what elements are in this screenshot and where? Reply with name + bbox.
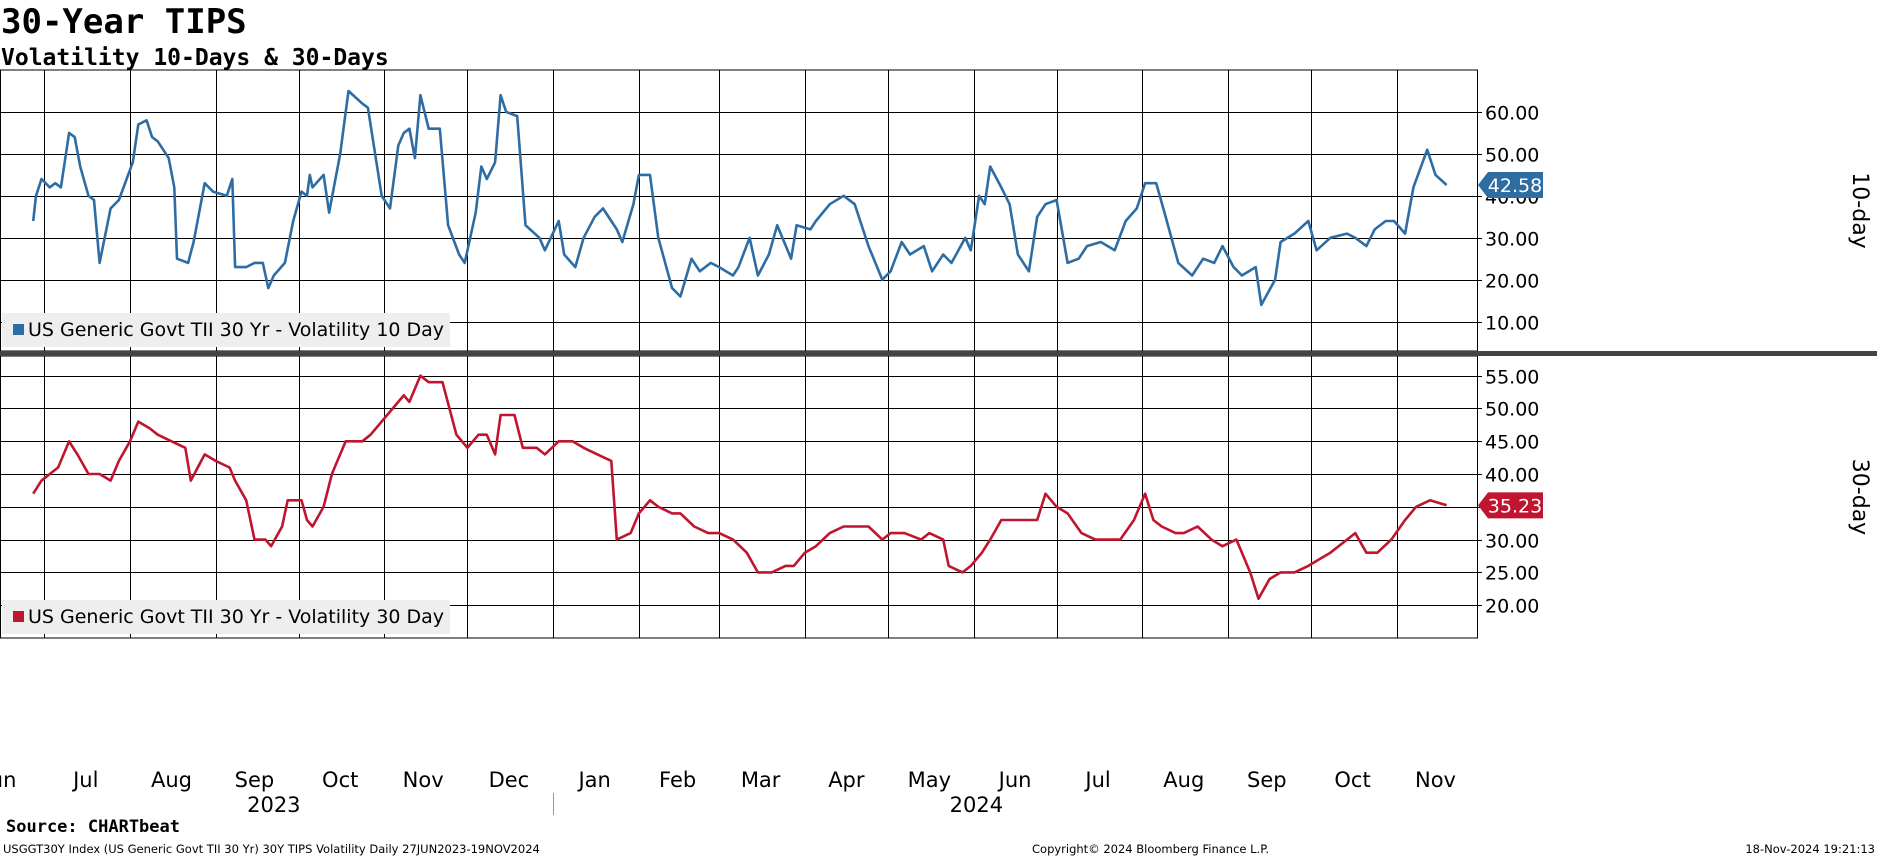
footer-timestamp: 18-Nov-2024 19:21:13 <box>1745 842 1875 856</box>
panel-divider-extension <box>1477 351 1877 356</box>
panel-axis-label: 30-day <box>1847 459 1872 535</box>
series-line <box>31 89 1448 307</box>
x-month-label: Sep <box>235 768 275 792</box>
panel-axis-label: 10-day <box>1847 172 1872 248</box>
chart-title: 30-Year TIPS <box>1 2 247 42</box>
y-tick-label: 50.00 <box>1485 399 1539 421</box>
x-year-label: 2023 <box>247 793 300 817</box>
y-tick-label: 20.00 <box>1485 596 1539 618</box>
plot-frame <box>0 355 1478 639</box>
legend-swatch <box>13 611 24 622</box>
x-month-label: Nov <box>1415 768 1456 792</box>
x-month-label: Feb <box>659 768 696 792</box>
panel-2: 20.0025.0030.0035.0040.0045.0050.0055.00… <box>0 355 1872 639</box>
x-month-label: Sep <box>1247 768 1287 792</box>
x-month-label: Mar <box>741 768 781 792</box>
series-line <box>32 374 1447 600</box>
x-month-label: Aug <box>1163 768 1204 792</box>
x-axis: Jun Jul Aug Sep Oct Nov Dec Jan Feb Mar Apr May Jun J… <box>0 768 1456 817</box>
footer-copyright: Copyright© 2024 Bloomberg Finance L.P. <box>1032 842 1269 856</box>
x-month-label: Jun <box>0 768 16 792</box>
x-month-label: Apr <box>828 768 865 792</box>
footer-series-description: USGGT30Y Index (US Generic Govt TII 30 Y… <box>3 842 540 856</box>
x-month-label: Jun <box>997 768 1032 792</box>
y-tick-label: 25.00 <box>1485 563 1539 585</box>
legend-swatch <box>13 324 24 335</box>
x-year-label: 2024 <box>950 793 1003 817</box>
x-month-label: Jul <box>1083 768 1110 792</box>
y-tick-label: 30.00 <box>1485 531 1539 553</box>
legend-label: US Generic Govt TII 30 Yr - Volatility 3… <box>28 606 444 628</box>
y-tick-label: 50.00 <box>1485 145 1539 167</box>
y-tick-label: 30.00 <box>1485 229 1539 251</box>
legend-box <box>2 600 450 634</box>
panel-divider <box>0 351 1477 356</box>
legend-label: US Generic Govt TII 30 Yr - Volatility 1… <box>28 319 444 341</box>
x-month-label: Oct <box>1334 768 1370 792</box>
x-month-label: Jul <box>71 768 98 792</box>
y-tick-label: 55.00 <box>1485 367 1539 389</box>
x-month-label: Nov <box>403 768 444 792</box>
x-month-label: Jan <box>576 768 610 792</box>
last-value-label: 42.58 <box>1488 175 1542 197</box>
x-month-label: Oct <box>322 768 358 792</box>
y-tick-label: 20.00 <box>1485 271 1539 293</box>
x-month-label: Aug <box>151 768 192 792</box>
x-month-label: May <box>908 768 951 792</box>
chart-subtitle: Volatility 10-Days & 30-Days <box>1 45 389 71</box>
legend-box <box>2 313 450 347</box>
y-tick-label: 45.00 <box>1485 432 1539 454</box>
last-value-label: 35.23 <box>1488 495 1542 517</box>
x-month-label: Dec <box>489 768 530 792</box>
y-tick-label: 10.00 <box>1485 313 1539 335</box>
source-note: Source: CHARTbeat <box>6 817 180 837</box>
last-value-tag <box>1478 492 1543 519</box>
y-tick-label: 60.00 <box>1485 103 1539 125</box>
last-value-tag <box>1478 172 1543 199</box>
y-tick-label: 40.00 <box>1485 465 1539 487</box>
